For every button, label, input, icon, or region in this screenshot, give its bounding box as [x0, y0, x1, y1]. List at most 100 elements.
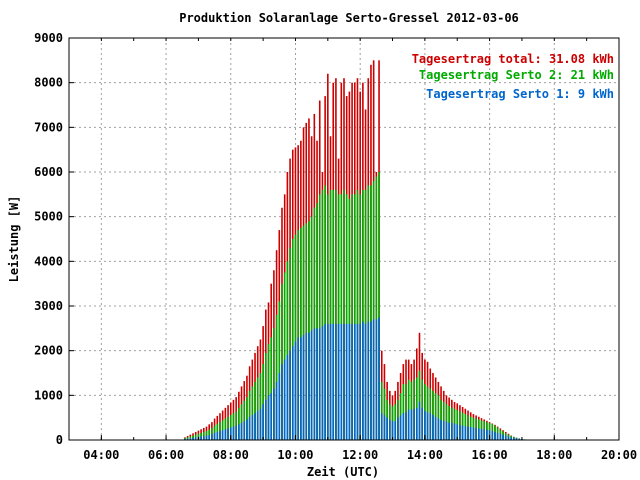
bar-serto-1 — [235, 425, 237, 440]
bar-serto-2 — [340, 194, 343, 440]
x-tick-label: 04:00 — [83, 448, 119, 462]
bar-serto-1 — [429, 413, 432, 440]
bar-serto-1 — [469, 427, 472, 440]
bar-serto-1 — [316, 328, 318, 440]
bar-serto-2 — [359, 194, 361, 440]
bar-serto-2 — [256, 377, 259, 440]
legend: Tagesertrag total: 31.08 kWh Tagesertrag… — [412, 52, 614, 101]
bar-serto-1 — [286, 355, 289, 440]
bar-serto-2 — [345, 194, 348, 440]
bar-serto-2 — [246, 397, 248, 440]
y-tick-label: 6000 — [34, 165, 63, 179]
bars-group — [184, 60, 529, 441]
bar-serto-1 — [345, 323, 348, 440]
legend-serto-1: Tagesertrag Serto 1: 9 kWh — [426, 87, 614, 101]
bar-serto-1 — [265, 399, 267, 440]
bar-serto-1 — [321, 326, 324, 440]
bar-serto-2 — [294, 234, 297, 440]
bar-serto-2 — [383, 388, 386, 440]
bar-serto-1 — [424, 410, 426, 440]
bar-serto-2 — [364, 189, 367, 440]
bar-serto-2 — [291, 239, 294, 440]
bar-serto-1 — [240, 423, 243, 440]
bar-serto-1 — [227, 428, 229, 440]
bar-serto-1 — [515, 438, 518, 440]
bar-serto-1 — [308, 332, 310, 440]
bar-serto-1 — [504, 435, 507, 440]
bar-serto-1 — [254, 413, 256, 440]
bar-serto-2 — [380, 381, 383, 440]
bar-serto-2 — [316, 203, 318, 440]
bar-serto-1 — [238, 424, 240, 440]
bar-serto-2 — [211, 427, 213, 440]
bar-serto-1 — [216, 431, 219, 440]
y-tick-label: 5000 — [34, 210, 63, 224]
bar-serto-1 — [332, 323, 335, 440]
bar-serto-1 — [391, 421, 394, 440]
bar-serto-1 — [335, 323, 337, 440]
bar-serto-1 — [267, 395, 270, 440]
bar-serto-1 — [219, 431, 221, 440]
bar-serto-1 — [426, 412, 429, 440]
bar-serto-1 — [351, 323, 353, 440]
x-tick-label: 10:00 — [277, 448, 313, 462]
bar-serto-1 — [370, 321, 372, 440]
x-tick-label: 16:00 — [472, 448, 508, 462]
bar-serto-1 — [507, 436, 510, 440]
chart-title: Produktion Solaranlage Serto-Gressel 201… — [179, 11, 519, 25]
x-axis-label: Zeit (UTC) — [307, 465, 379, 479]
y-tick-label: 3000 — [34, 299, 63, 313]
bar-serto-1 — [445, 421, 448, 440]
bar-serto-2 — [235, 411, 237, 440]
bar-serto-1 — [356, 323, 359, 440]
x-tick-label: 06:00 — [148, 448, 184, 462]
bar-serto-1 — [510, 437, 512, 440]
bar-serto-1 — [194, 437, 197, 440]
bar-serto-1 — [348, 323, 351, 440]
y-tick-label: 9000 — [34, 31, 63, 45]
x-tick-label: 14:00 — [407, 448, 443, 462]
bar-serto-2 — [348, 198, 351, 440]
bar-serto-1 — [399, 415, 402, 440]
bar-serto-2 — [262, 364, 264, 440]
bar-serto-1 — [337, 323, 340, 440]
bar-serto-2 — [356, 189, 359, 440]
bar-serto-1 — [224, 429, 227, 440]
bar-serto-1 — [415, 407, 418, 440]
bar-serto-2 — [208, 429, 210, 440]
bar-serto-1 — [353, 323, 356, 440]
bar-serto-1 — [340, 323, 343, 440]
bar-serto-2 — [278, 301, 281, 440]
bar-serto-1 — [324, 323, 326, 440]
bar-serto-2 — [310, 216, 313, 440]
bar-serto-1 — [437, 418, 440, 440]
y-tick-label: 1000 — [34, 388, 63, 402]
bar-serto-1 — [413, 408, 415, 440]
bar-serto-1 — [300, 337, 302, 440]
bar-serto-1 — [440, 419, 442, 440]
plot-frame — [68, 37, 620, 441]
bar-serto-2 — [321, 189, 324, 440]
bar-serto-1 — [405, 412, 407, 440]
bar-serto-1 — [310, 330, 313, 440]
bar-serto-1 — [453, 423, 456, 440]
bar-serto-2 — [281, 283, 283, 440]
bar-serto-1 — [491, 431, 494, 440]
legend-serto-2: Tagesertrag Serto 2: 21 kWh — [419, 68, 614, 82]
bar-serto-1 — [483, 429, 485, 440]
bar-serto-2 — [270, 337, 273, 440]
bar-serto-2 — [329, 189, 332, 440]
bar-serto-2 — [367, 185, 370, 440]
bar-serto-2 — [351, 194, 353, 440]
bar-serto-1 — [213, 432, 216, 440]
bar-serto-1 — [378, 317, 380, 440]
bar-serto-1 — [421, 407, 423, 440]
bar-serto-1 — [456, 424, 459, 440]
bar-serto-1 — [283, 359, 286, 440]
bar-serto-1 — [499, 433, 502, 440]
bar-serto-1 — [221, 430, 224, 440]
bar-serto-1 — [459, 424, 461, 440]
bar-serto-1 — [367, 321, 370, 440]
bar-serto-1 — [327, 323, 329, 440]
x-axis-ticks: 04:00 06:00 08:00 10:00 12:00 14:00 16:00 18:00… — [83, 38, 637, 462]
